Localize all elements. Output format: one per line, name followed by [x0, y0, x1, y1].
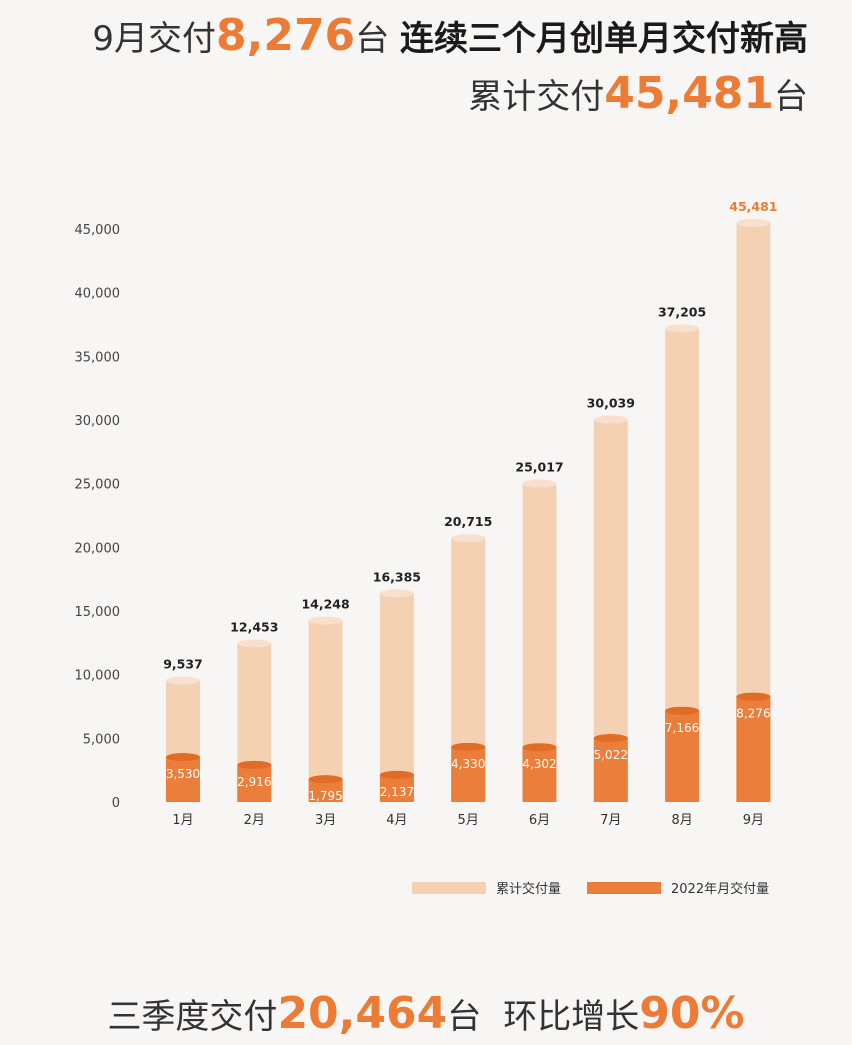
x-tick-label: 8月: [671, 813, 692, 828]
cumulative-value-label: 25,017: [515, 459, 563, 474]
subheadline: 累计交付45,481台: [468, 66, 808, 125]
cumulative-bar-cap: [451, 534, 486, 543]
subheadline-unit: 台: [774, 77, 808, 117]
cumulative-value-label: 30,039: [587, 396, 635, 411]
footer-unit: 台: [447, 997, 482, 1037]
y-tick-label: 0: [112, 796, 120, 811]
monthly-bar-cap: [166, 753, 200, 762]
cumulative-bar-cap: [308, 616, 343, 625]
monthly-bar-cap: [237, 760, 272, 769]
cumulative-value-label: 16,385: [373, 569, 421, 584]
monthly-value-label: 1,795: [308, 789, 342, 803]
monthly-bar-cap: [379, 770, 414, 779]
cumulative-bar-cap: [665, 324, 700, 333]
monthly-bar: [308, 779, 343, 802]
headline-unit: 台: [355, 19, 390, 59]
cumulative-value-label: 37,205: [658, 304, 706, 319]
cumulative-value-label: 9,537: [163, 657, 203, 672]
legend-label-monthly: 2022年月交付量: [671, 882, 770, 897]
footer-prefix: 三季度交付: [107, 997, 278, 1037]
y-tick-label: 45,000: [75, 223, 121, 238]
monthly-value-label: 5,022: [594, 748, 628, 762]
cumulative-bar-cap: [522, 479, 557, 488]
delivery-bar-chart: 0 5,000 10,000 15,000 20,000 25,000 30,000 35,0…: [75, 199, 778, 828]
legend-swatch-monthly: [587, 881, 662, 894]
y-tick-label: 5,000: [83, 732, 120, 747]
monthly-bar: [237, 764, 272, 802]
monthly-bar-cap: [665, 706, 700, 715]
cumulative-value-label: 20,715: [444, 514, 492, 529]
monthly-value-label: 7,166: [665, 721, 699, 735]
headline-suffix: 连续三个月创单月交付新高: [400, 19, 808, 59]
x-tick-label: 6月: [529, 813, 550, 828]
y-tick-label: 30,000: [75, 414, 121, 429]
monthly-bar-cap: [593, 734, 628, 743]
headline-number: 8,276: [216, 10, 356, 61]
monthly-bar: [451, 746, 486, 802]
monthly-bar-cap: [451, 742, 486, 751]
monthly-bar-cap: [736, 692, 771, 701]
headline-prefix: 9月交付: [92, 19, 216, 59]
monthly-bar: [166, 757, 200, 802]
y-tick-label: 40,000: [75, 287, 121, 302]
x-tick-label: 2月: [244, 813, 265, 828]
cumulative-value-label: 14,248: [301, 597, 349, 612]
monthly-value-label: 8,276: [736, 707, 770, 721]
monthly-value-label: 3,530: [166, 767, 200, 781]
summary-footer: 三季度交付20,464台 环比增长90%: [0, 986, 852, 1045]
footer-growth-value: 90%: [639, 988, 745, 1039]
subheadline-prefix: 累计交付: [468, 77, 605, 117]
footer-growth-label: 环比增长: [503, 997, 640, 1037]
x-tick-label: 1月: [172, 813, 193, 828]
monthly-bar: [379, 774, 414, 802]
monthly-bar: [593, 738, 628, 802]
y-tick-label: 10,000: [75, 669, 121, 684]
monthly-value-label: 2,916: [237, 775, 271, 789]
footer-number: 20,464: [277, 988, 448, 1039]
monthly-bar-cap: [522, 743, 557, 752]
monthly-bar: [736, 696, 771, 802]
legend-item-monthly: 2022年月交付量: [587, 878, 769, 897]
x-tick-label: 9月: [743, 813, 764, 828]
monthly-bar: [522, 747, 557, 802]
y-tick-label: 25,000: [75, 478, 121, 493]
monthly-value-label: 4,330: [451, 757, 485, 771]
monthly-bar-cap: [308, 775, 343, 784]
cumulative-bar: [379, 593, 414, 802]
y-tick-label: 15,000: [75, 605, 121, 620]
x-tick-label: 7月: [600, 813, 621, 828]
cumulative-bar: [308, 620, 343, 802]
cumulative-bar-cap: [166, 676, 200, 685]
cumulative-bar-cap: [379, 589, 414, 598]
cumulative-bar-cap: [736, 218, 771, 227]
monthly-value-label: 4,302: [522, 757, 556, 771]
headline: 9月交付8,276台 连续三个月创单月交付新高: [92, 8, 808, 67]
monthly-bar: [665, 710, 700, 802]
subheadline-number: 45,481: [604, 68, 774, 119]
y-tick-label: 20,000: [75, 541, 121, 556]
x-tick-label: 3月: [315, 813, 336, 828]
cumulative-bar-cap: [237, 639, 272, 648]
chart-legend: 累计交付量 2022年月交付量: [412, 878, 795, 897]
cumulative-value-label: 45,481: [729, 199, 777, 214]
legend-swatch-cumulative: [412, 881, 486, 894]
x-tick-label: 5月: [458, 813, 479, 828]
x-tick-label: 4月: [386, 813, 407, 828]
cumulative-value-label: 12,453: [230, 619, 278, 634]
legend-label-cumulative: 累计交付量: [496, 882, 562, 897]
legend-item-cumulative: 累计交付量: [412, 878, 561, 897]
monthly-value-label: 2,137: [380, 785, 414, 799]
cumulative-bar-cap: [593, 415, 628, 424]
y-tick-label: 35,000: [75, 350, 121, 365]
